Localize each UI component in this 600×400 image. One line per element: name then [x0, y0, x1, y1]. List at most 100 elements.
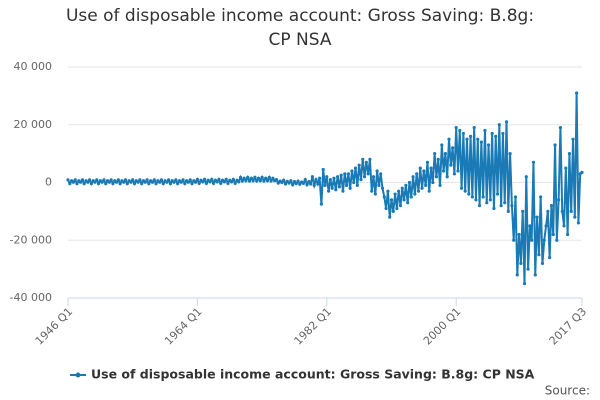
point — [71, 180, 75, 184]
point — [109, 178, 113, 182]
point — [490, 131, 494, 136]
point — [479, 140, 483, 144]
point — [370, 189, 374, 193]
point — [420, 186, 424, 190]
point — [114, 180, 119, 184]
point — [429, 166, 433, 170]
point — [80, 178, 84, 182]
point — [208, 180, 212, 184]
point — [524, 175, 528, 179]
point — [348, 186, 352, 190]
point — [194, 180, 198, 184]
point — [341, 189, 345, 193]
point — [89, 182, 93, 186]
point — [398, 204, 403, 208]
point — [238, 175, 243, 179]
point — [526, 267, 530, 271]
point — [571, 137, 575, 141]
point — [258, 179, 262, 183]
point — [224, 177, 228, 181]
point — [309, 182, 313, 186]
point — [564, 166, 568, 170]
point — [566, 232, 570, 237]
point — [132, 182, 137, 186]
point — [567, 152, 572, 156]
point — [339, 173, 343, 177]
point — [434, 175, 439, 179]
point — [443, 152, 448, 156]
point — [96, 182, 101, 186]
point — [506, 209, 510, 213]
point — [305, 183, 309, 187]
point — [337, 185, 341, 189]
point — [373, 192, 377, 196]
point — [355, 183, 359, 187]
point — [326, 189, 331, 193]
point — [548, 255, 552, 260]
point — [456, 169, 460, 173]
point — [176, 182, 180, 186]
point — [282, 178, 286, 182]
point — [343, 172, 347, 176]
point — [201, 180, 205, 184]
point — [499, 204, 503, 208]
point — [397, 189, 401, 193]
point — [558, 126, 563, 130]
point — [359, 178, 363, 182]
point — [186, 180, 191, 184]
x-tick-label: 1946 Q1 — [33, 305, 76, 348]
point — [111, 182, 115, 186]
point — [318, 176, 322, 180]
point — [425, 160, 430, 164]
point — [416, 189, 421, 193]
point — [95, 178, 99, 182]
point — [451, 146, 455, 150]
point — [249, 176, 253, 180]
point — [375, 169, 379, 173]
point — [264, 176, 268, 180]
point — [231, 177, 235, 181]
point — [411, 175, 415, 179]
point — [217, 177, 221, 181]
point — [476, 137, 480, 141]
point — [553, 143, 557, 147]
point — [481, 195, 485, 199]
point — [312, 183, 316, 187]
x-tick-label: 1982 Q1 — [292, 305, 335, 348]
point — [531, 160, 536, 164]
point — [255, 179, 259, 183]
point — [393, 192, 397, 196]
point — [233, 181, 237, 185]
source: Source: — [545, 384, 590, 398]
y-tick-label: 20 000 — [14, 118, 53, 131]
point — [222, 180, 226, 184]
point — [508, 152, 512, 156]
point — [247, 179, 252, 183]
point — [289, 179, 293, 183]
point — [202, 177, 207, 181]
point — [371, 175, 376, 179]
point — [350, 169, 354, 173]
point — [159, 178, 164, 182]
point — [576, 221, 581, 225]
point — [283, 182, 288, 186]
point — [517, 232, 521, 237]
point — [242, 176, 246, 180]
point — [465, 137, 469, 141]
point — [140, 182, 144, 186]
point — [66, 178, 70, 182]
point — [521, 209, 525, 213]
point — [301, 181, 306, 185]
point — [468, 134, 473, 138]
point — [368, 157, 372, 161]
point — [515, 273, 519, 277]
point — [483, 128, 487, 133]
point — [445, 175, 449, 179]
point — [488, 198, 492, 202]
point — [145, 178, 149, 182]
point — [332, 176, 336, 180]
point — [118, 182, 122, 186]
point — [540, 261, 545, 265]
point — [291, 183, 295, 187]
point — [122, 180, 126, 184]
